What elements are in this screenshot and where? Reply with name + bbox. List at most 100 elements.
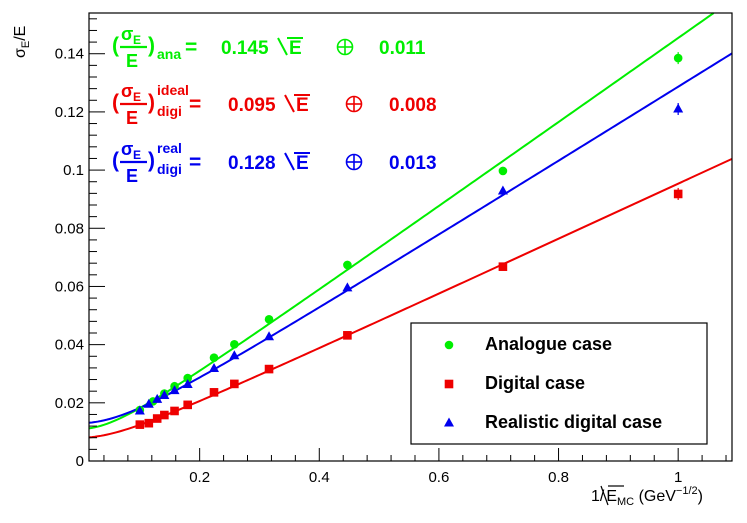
legend-label-digital: Digital case (485, 373, 585, 393)
x-axis-title: 1/EMC (GeV−1/2) (591, 485, 703, 508)
label-sub: ana (157, 46, 181, 62)
data-point-1 (230, 379, 239, 389)
frac-num-sub: E (133, 33, 141, 47)
data-point-0 (183, 373, 192, 383)
data-point-0 (230, 340, 239, 349)
data-point-1 (135, 420, 145, 429)
y-axis-title: σE/E (12, 26, 32, 58)
x-axis-title-exp: −1/2 (676, 485, 698, 497)
legend-label-realistic: Realistic digital case (485, 412, 662, 432)
data-point-2 (342, 282, 353, 292)
x-axis-title-unit-open: (GeV (634, 488, 676, 505)
radical-stroke (284, 94, 295, 113)
data-point-1 (498, 262, 508, 271)
legend-marker-2 (444, 417, 454, 427)
coef: 0.145 (221, 38, 269, 59)
paren-close: ) (148, 149, 155, 172)
frac-num: σ (121, 81, 133, 101)
paren-open: ( (112, 149, 119, 172)
data-point-2 (159, 390, 170, 400)
plot-frame (88, 12, 733, 462)
axis-ticks: 0.2 0.4 0.6 0.8 1 0 0.02 0.04 0.06 0.08 0.1 0.12 0.1… (55, 18, 727, 486)
const: 0.008 (389, 95, 437, 116)
frac-num-sub: E (133, 148, 141, 162)
y-tick-label: 0.06 (55, 278, 84, 295)
x-axis-title-unit-close: ) (698, 488, 703, 505)
paren-open: ( (112, 91, 119, 114)
y-tick-label: 0.14 (55, 46, 84, 63)
equals: = (185, 36, 197, 59)
y-tick-label: 0.04 (55, 337, 84, 354)
data-point-1 (264, 364, 274, 374)
data-point-2 (143, 398, 154, 408)
y-axis-title-sym: σ (12, 48, 29, 58)
y-axis-title-sub: E (20, 41, 32, 48)
y-tick-label: 0.12 (55, 104, 84, 121)
y-tick-label: 0.1 (63, 162, 84, 179)
x-axis-title-sqrt-stroke (600, 485, 609, 506)
data-point-2 (169, 385, 180, 395)
x-axis-title-sub: MC (617, 496, 634, 508)
x-axis-title-sym: E (606, 488, 617, 505)
fit-curves (88, 12, 733, 439)
label-sup: ideal (157, 82, 189, 98)
radical-e: E (289, 38, 302, 59)
frac-den: E (126, 166, 138, 186)
radical-e: E (296, 153, 309, 174)
fit-formula-0: (σ EE) ana = 0.145 E 0.011 (112, 24, 426, 71)
data-point-1 (209, 388, 219, 397)
data-point-2 (673, 103, 684, 113)
data-point-1 (673, 189, 683, 199)
fit-curve-2 (88, 52, 733, 424)
y-tick-label: 0.08 (55, 220, 84, 237)
equals: = (189, 151, 201, 174)
y-tick-label: 0.02 (55, 395, 84, 412)
frac-den: E (126, 51, 138, 71)
y-tick-label: 0 (76, 453, 84, 470)
frac-num: σ (121, 24, 133, 44)
data-point-1 (144, 418, 154, 428)
const: 0.011 (379, 38, 426, 59)
data-point-2 (209, 362, 220, 372)
frac-num-sub: E (133, 90, 141, 104)
legend-marker-1 (444, 379, 454, 389)
data-point-2 (134, 405, 145, 415)
data-point-2 (182, 378, 193, 388)
data-points (134, 52, 684, 429)
coef: 0.128 (228, 153, 276, 174)
paren-close: ) (148, 91, 155, 114)
data-point-0 (498, 166, 508, 176)
radical-e: E (296, 95, 309, 116)
y-axis-title-rest: /E (12, 26, 29, 41)
data-point-0 (343, 260, 352, 270)
data-point-2 (264, 331, 275, 341)
data-point-0 (264, 315, 274, 324)
fit-curve-0 (88, 12, 715, 430)
data-point-2 (497, 185, 508, 195)
frac-den: E (126, 108, 138, 128)
data-point-1 (152, 414, 162, 423)
data-point-2 (229, 350, 240, 360)
data-point-1 (170, 406, 179, 416)
legend-label-analogue: Analogue case (485, 334, 612, 354)
legend: Analogue case Digital case Realistic dig… (410, 322, 708, 445)
data-point-0 (209, 353, 219, 363)
legend-marker-0 (444, 340, 454, 350)
label-sub: digi (157, 103, 182, 119)
paren-close: ) (148, 34, 155, 57)
equals: = (189, 93, 201, 116)
legend-markers (444, 340, 454, 427)
fit-curve-1 (88, 157, 733, 439)
data-point-1 (183, 400, 192, 410)
x-tick-label: 0.4 (309, 469, 330, 486)
x-tick-label: 0.8 (548, 469, 569, 486)
data-point-1 (343, 331, 352, 340)
x-tick-label: 0.6 (428, 469, 449, 486)
data-point-0 (673, 53, 683, 63)
x-axis-title-prefix: 1/ (591, 488, 605, 505)
data-point-1 (160, 410, 169, 420)
x-tick-label: 0.2 (189, 469, 210, 486)
x-tick-label: 1 (674, 469, 682, 486)
